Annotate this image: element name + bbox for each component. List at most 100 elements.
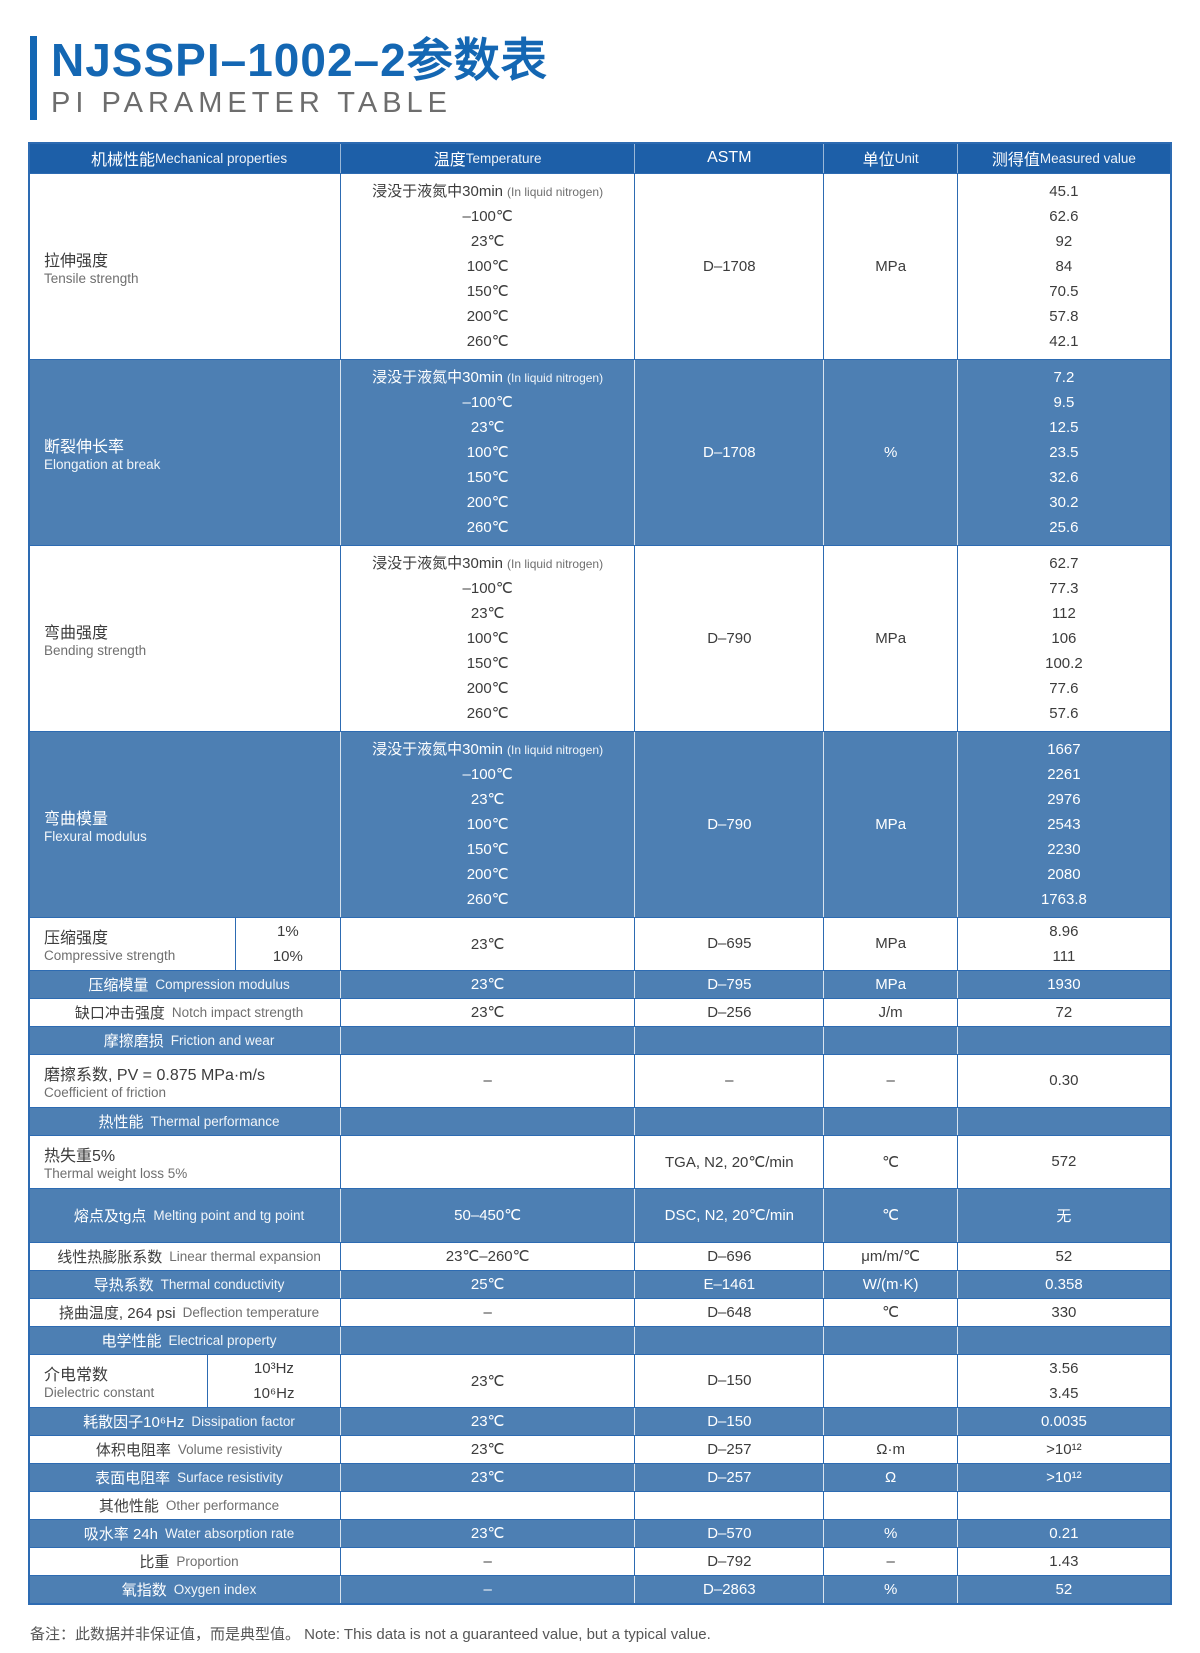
bending-strength-value-cell: 62.7 77.3 112 106 100.2 77.6 57.6 xyxy=(956,545,1170,731)
compressive-strength-label-zh: 压缩强度 xyxy=(44,930,109,948)
compressive-strength-unit: MPa xyxy=(875,935,907,953)
dielectric-constant-value-0: 3.56 xyxy=(1049,1359,1079,1377)
linear-thermal-expansion-temp-cell: 23℃–260℃ xyxy=(340,1242,634,1270)
water-absorption-rate-value-cell: 0.21 xyxy=(956,1519,1170,1547)
notch-impact-strength-unit-cell: J/m xyxy=(823,998,956,1026)
melting-point-unit-cell: ℃ xyxy=(823,1188,956,1242)
flexural-modulus-unit: MPa xyxy=(875,815,907,833)
thermal-conductivity-label-cell: 导热系数 Thermal conductivity xyxy=(30,1271,340,1298)
compression-modulus-value-cell: 1930 xyxy=(956,970,1170,998)
friction-and-wear-section-label-en: Friction and wear xyxy=(170,1032,275,1048)
thermal-weight-loss-astm: TGA, N2, 20℃/min xyxy=(665,1153,794,1171)
elongation-at-break-temp-4: 150℃ xyxy=(466,468,509,486)
tensile-strength-temp-4: 150℃ xyxy=(466,282,509,300)
thermal-weight-loss-label-zh: 热失重5% xyxy=(44,1148,116,1166)
bending-strength-astm-cell: D–790 xyxy=(634,545,823,731)
page-note: 备注：此数据并非保证值，而是典型值。 Note: This data is no… xyxy=(30,1625,711,1643)
linear-thermal-expansion-unit: μm/m/℃ xyxy=(861,1248,921,1266)
thermal-performance-section-label-cell: 热性能 Thermal performance xyxy=(30,1108,340,1135)
flexural-modulus-temp-4: 150℃ xyxy=(466,840,509,858)
melting-point-astm-cell: DSC, N2, 20℃/min xyxy=(634,1188,823,1242)
surface-resistivity-unit: Ω xyxy=(885,1468,897,1486)
proportion-temp: – xyxy=(483,1552,492,1570)
page-header: NJSSPI–1002–2参数表 PI PARAMETER TABLE xyxy=(0,0,1200,120)
flexural-modulus-value-5: 2080 xyxy=(1047,865,1081,883)
elongation-at-break-temp-cell: 浸没于液氮中30min (In liquid nitrogen) –100℃ 23℃ 1… xyxy=(340,359,634,545)
row-coefficient-of-friction: 磨擦系数, PV = 0.875 MPa·m/s Coefficient of f… xyxy=(30,1053,1170,1107)
tensile-strength-value-cell: 45.1 62.6 92 84 70.5 57.8 42.1 xyxy=(956,173,1170,359)
row-dielectric-constant: 介电常数 Dielectric constant 10³Hz 10⁶Hz 23℃ D–15… xyxy=(30,1353,1170,1407)
dissipation-factor-unit-cell xyxy=(823,1407,956,1435)
dissipation-factor-label-cell: 耗散因子10⁶Hz Dissipation factor xyxy=(30,1408,340,1435)
header-zh-2: ASTM xyxy=(707,149,752,167)
other-performance-section-astm-cell xyxy=(634,1491,823,1519)
water-absorption-rate-astm-cell: D–570 xyxy=(634,1519,823,1547)
thermal-performance-section-temp-cell xyxy=(340,1107,634,1135)
tensile-strength-temp-3: 100℃ xyxy=(466,257,509,275)
dielectric-constant-astm: D–150 xyxy=(707,1372,752,1390)
flexural-modulus-value-1: 2261 xyxy=(1047,765,1081,783)
friction-and-wear-section-label-zh: 摩擦磨损 xyxy=(103,1032,164,1050)
bending-strength-value-6: 57.6 xyxy=(1049,704,1079,722)
thermal-performance-section-unit-cell xyxy=(823,1107,956,1135)
proportion-unit-cell: – xyxy=(823,1547,956,1575)
thermal-conductivity-value-cell: 0.358 xyxy=(956,1270,1170,1298)
thermal-weight-loss-temp-cell xyxy=(340,1135,634,1188)
header-zh-0: 机械性能 xyxy=(90,152,155,170)
tensile-strength-temp-1: –100℃ xyxy=(462,207,513,225)
flexural-modulus-value-2: 2976 xyxy=(1047,790,1081,808)
header-cell-4: 测得值 Measured value xyxy=(956,143,1170,173)
elongation-at-break-temp-6: 260℃ xyxy=(466,518,509,536)
notch-impact-strength-temp-cell: 23℃ xyxy=(340,998,634,1026)
proportion-value: 1.43 xyxy=(1049,1552,1079,1570)
row-notch-impact-strength: 缺口冲击强度 Notch impact strength 23℃ D–256 J/m 72 xyxy=(30,997,1170,1026)
bending-strength-label-zh: 弯曲强度 xyxy=(44,624,109,642)
dielectric-constant-label-cell: 介电常数 Dielectric constant 10³Hz 10⁶Hz xyxy=(30,1354,340,1407)
compressive-strength-value-0: 8.96 xyxy=(1049,922,1079,940)
compressive-strength-astm: D–695 xyxy=(707,935,752,953)
proportion-label-zh: 比重 xyxy=(139,1553,170,1571)
oxygen-index-label-cell: 氧指数 Oxygen index xyxy=(30,1576,340,1603)
flexural-modulus-value-cell: 1667 2261 2976 2543 2230 2080 1763.8 xyxy=(956,731,1170,917)
thermal-conductivity-label-zh: 导热系数 xyxy=(93,1276,154,1294)
water-absorption-rate-temp: 23℃ xyxy=(470,1525,505,1543)
notch-impact-strength-astm: D–256 xyxy=(707,1003,752,1021)
dissipation-factor-temp-cell: 23℃ xyxy=(340,1407,634,1435)
liquid-nitrogen-note: (In liquid nitrogen) xyxy=(507,184,604,199)
page-title: NJSSPI–1002–2参数表 xyxy=(51,34,548,86)
thermal-conductivity-label-en: Thermal conductivity xyxy=(160,1276,285,1292)
bending-strength-astm: D–790 xyxy=(707,629,752,647)
tensile-strength-temp-5: 200℃ xyxy=(466,307,509,325)
tensile-strength-label-cell: 拉伸强度 Tensile strength xyxy=(30,174,340,359)
elongation-at-break-label-en: Elongation at break xyxy=(44,456,161,472)
electrical-property-section-unit-cell xyxy=(823,1326,956,1354)
tensile-strength-value-4: 70.5 xyxy=(1049,282,1079,300)
oxygen-index-astm-cell: D–2863 xyxy=(634,1575,823,1603)
deflection-temperature-label-en: Deflection temperature xyxy=(182,1304,320,1320)
melting-point-temp-cell: 50–450℃ xyxy=(340,1188,634,1242)
dissipation-factor-temp: 23℃ xyxy=(470,1413,505,1431)
tensile-strength-value-1: 62.6 xyxy=(1049,207,1079,225)
compressive-strength-label: 压缩强度 Compressive strength xyxy=(30,918,235,970)
elongation-at-break-temp-5: 200℃ xyxy=(466,493,509,511)
compressive-strength-unit-cell: MPa xyxy=(823,917,956,970)
compression-modulus-label-en: Compression modulus xyxy=(155,976,290,992)
proportion-temp-cell: – xyxy=(340,1547,634,1575)
elongation-at-break-temp-1: –100℃ xyxy=(462,393,513,411)
title-accent-bar: NJSSPI–1002–2参数表 PI PARAMETER TABLE xyxy=(30,34,1200,120)
linear-thermal-expansion-unit-cell: μm/m/℃ xyxy=(823,1242,956,1270)
header-cell-0: 机械性能 Mechanical properties xyxy=(30,144,340,173)
dielectric-constant-value-cell: 3.56 3.45 xyxy=(956,1354,1170,1407)
tensile-strength-value-2: 92 xyxy=(1055,232,1073,250)
dielectric-constant-sub-cell: 10³Hz 10⁶Hz xyxy=(206,1354,340,1407)
thermal-weight-loss-value: 572 xyxy=(1051,1153,1077,1171)
friction-and-wear-section-unit-cell xyxy=(823,1026,956,1054)
dielectric-constant-temp-cell: 23℃ xyxy=(340,1354,634,1407)
thermal-weight-loss-unit-cell: ℃ xyxy=(823,1135,956,1188)
compressive-strength-label-en: Compressive strength xyxy=(44,948,176,964)
header-zh-4: 测得值 xyxy=(991,152,1040,170)
notch-impact-strength-value: 72 xyxy=(1055,1003,1073,1021)
volume-resistivity-unit-cell: Ω·m xyxy=(823,1435,956,1463)
flexural-modulus-label-zh: 弯曲模量 xyxy=(44,810,109,828)
volume-resistivity-astm-cell: D–257 xyxy=(634,1435,823,1463)
